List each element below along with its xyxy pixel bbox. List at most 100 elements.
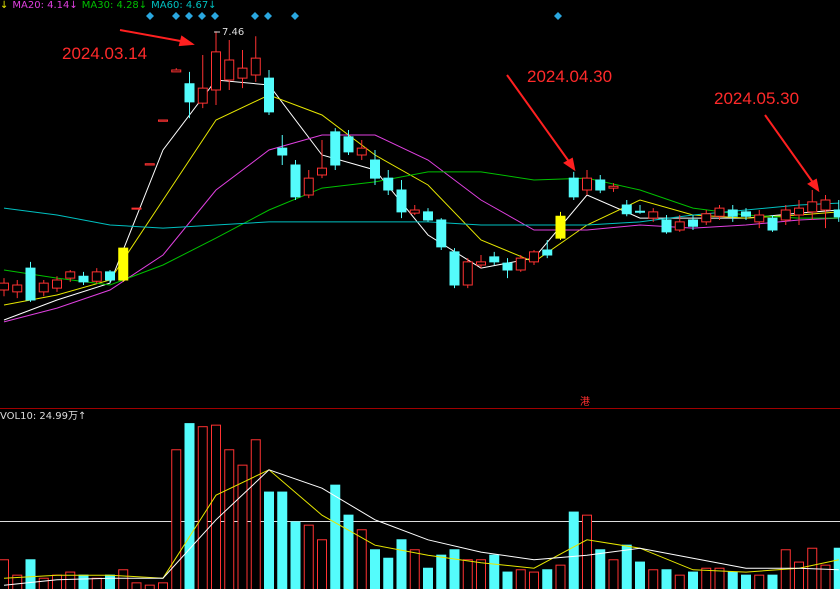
volume-bar xyxy=(65,571,76,589)
candle-body xyxy=(595,179,606,191)
candle-body xyxy=(754,214,765,223)
candle-body xyxy=(502,262,513,271)
volume-bar xyxy=(78,574,89,589)
annotation: 2024.04.30 xyxy=(527,67,612,86)
legend-entry: MA20: 4.14↓ xyxy=(12,0,77,11)
volume-bar xyxy=(555,564,566,589)
annotation: 2024.03.14 xyxy=(62,44,147,63)
arrow xyxy=(506,74,571,164)
signal-marker xyxy=(264,12,272,20)
candle-body xyxy=(197,87,208,104)
candle-body xyxy=(621,204,632,215)
badge-box xyxy=(579,395,591,408)
candle-body xyxy=(250,57,261,76)
signal-marker xyxy=(185,12,193,20)
volume-bar xyxy=(515,569,526,589)
volume-bar xyxy=(582,514,592,589)
volume-bar xyxy=(250,439,261,589)
legend-entry: MA30: 4.28↓ xyxy=(82,0,147,11)
candle-body xyxy=(476,261,486,266)
candle-body xyxy=(303,177,314,196)
candle-body xyxy=(78,275,89,283)
candle-body xyxy=(65,271,76,279)
volume-bar xyxy=(409,549,420,589)
volume-bar xyxy=(767,574,778,589)
volume-bar xyxy=(370,549,380,589)
volume-bar xyxy=(727,571,738,589)
candle-body xyxy=(356,147,367,156)
candle-body xyxy=(52,279,62,289)
candle-body xyxy=(184,83,195,103)
volume-bar xyxy=(38,577,49,589)
volume-bar xyxy=(330,484,341,589)
volume-bar xyxy=(701,567,712,589)
signal-marker xyxy=(554,12,562,20)
candle-body xyxy=(118,247,129,281)
signal-marker xyxy=(291,12,299,20)
average-line xyxy=(3,469,839,579)
candle-body xyxy=(462,261,473,286)
candle-body xyxy=(264,77,274,113)
annotation: 2024.05.30 xyxy=(714,89,799,108)
volume-bar xyxy=(237,464,248,589)
candle-body xyxy=(542,249,553,256)
average-line xyxy=(3,171,839,286)
volume-bar xyxy=(52,574,62,589)
volume-bar xyxy=(184,423,195,589)
candle-body xyxy=(648,211,659,219)
volume-bar xyxy=(608,559,619,589)
candle-body xyxy=(529,251,539,263)
candle-body xyxy=(224,59,235,81)
candle-body xyxy=(436,219,447,248)
plot-area xyxy=(0,31,840,589)
candle-body xyxy=(38,282,49,293)
volume-bar xyxy=(12,574,23,589)
volume-bar xyxy=(158,582,168,589)
candle-body xyxy=(237,67,248,79)
volume-bar xyxy=(595,549,606,589)
candle-body xyxy=(396,189,407,213)
volume-bar xyxy=(0,559,9,589)
candle-body xyxy=(383,177,394,191)
candle-body xyxy=(144,163,155,166)
candle-body xyxy=(701,213,712,223)
candle-body xyxy=(330,131,341,166)
candle-body xyxy=(767,217,778,231)
candle-body xyxy=(370,159,380,179)
volume-bar xyxy=(224,449,235,589)
arrow-head xyxy=(178,35,195,47)
volume-bar xyxy=(833,547,840,589)
candle-body xyxy=(171,69,182,73)
volume-bar xyxy=(118,569,129,589)
volume-bar xyxy=(661,569,672,589)
volume-bar xyxy=(197,426,208,589)
volume-bar xyxy=(317,539,327,589)
candle-body xyxy=(91,271,102,282)
candle-body xyxy=(714,207,725,217)
candle-body xyxy=(12,284,23,293)
candle-body xyxy=(582,177,592,191)
signal-marker xyxy=(172,12,180,20)
candle-body xyxy=(555,215,566,239)
volume-bar xyxy=(688,571,698,589)
volume-bar xyxy=(648,569,659,589)
volume-bar xyxy=(91,577,102,589)
candle-body xyxy=(635,210,645,213)
signal-marker xyxy=(251,12,259,20)
volume-bar xyxy=(436,554,447,589)
volume-bar xyxy=(741,574,751,589)
volume-bar xyxy=(476,559,486,589)
candle-body xyxy=(674,221,685,231)
volume-bar xyxy=(568,511,579,589)
volume-bar xyxy=(794,561,804,589)
volume-bar xyxy=(356,529,367,589)
annotation-arrows xyxy=(119,29,820,193)
volume-bar xyxy=(635,561,645,589)
candle-body xyxy=(807,201,818,213)
signal-marker xyxy=(198,12,206,20)
volume-bar xyxy=(449,549,460,589)
legend-entry: ↓ xyxy=(0,0,8,11)
candle-body xyxy=(409,209,420,214)
